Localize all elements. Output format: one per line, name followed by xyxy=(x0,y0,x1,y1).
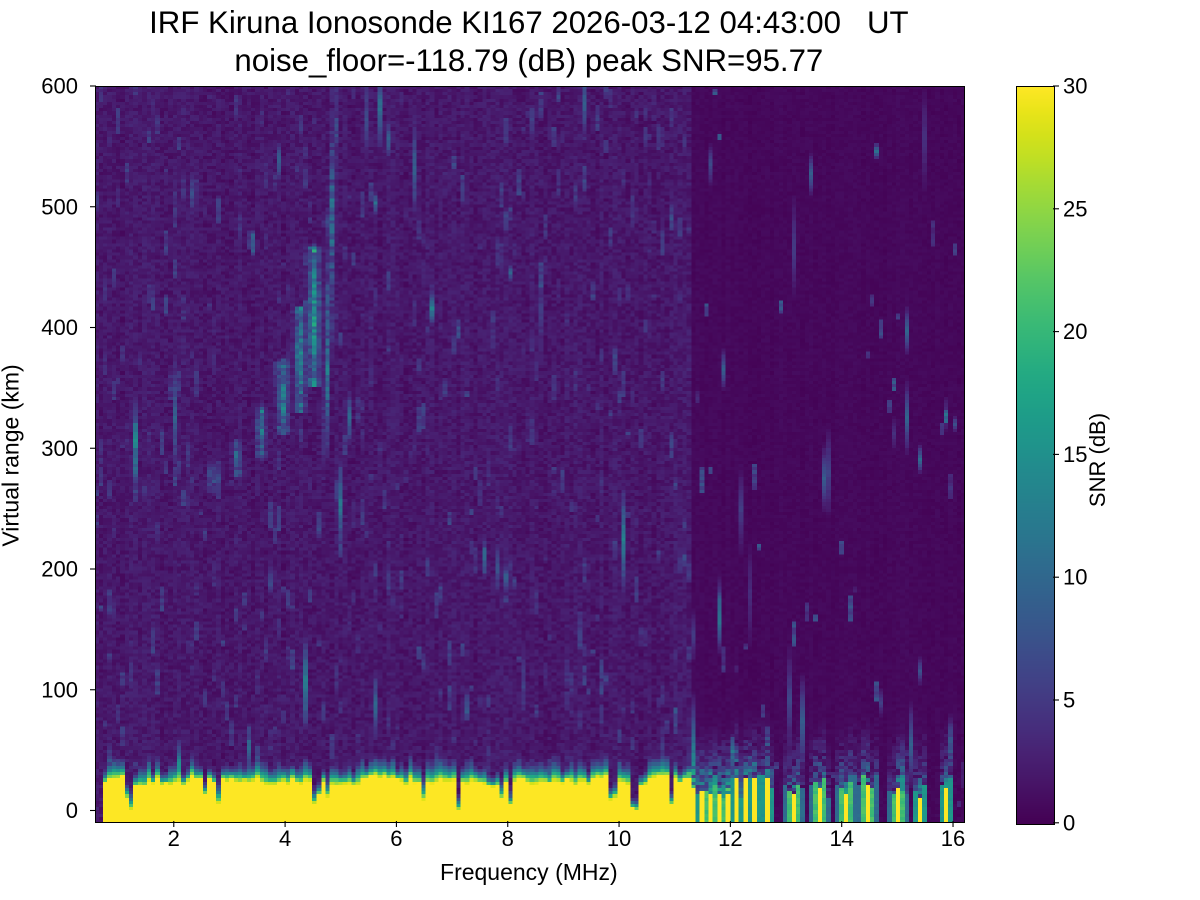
svg-text:15: 15 xyxy=(1063,442,1087,467)
svg-text:30: 30 xyxy=(1063,74,1087,99)
svg-text:500: 500 xyxy=(41,194,78,219)
svg-text:0: 0 xyxy=(1063,810,1075,835)
svg-text:100: 100 xyxy=(41,677,78,702)
svg-text:0: 0 xyxy=(66,798,78,823)
svg-text:10: 10 xyxy=(1063,565,1087,590)
svg-text:20: 20 xyxy=(1063,319,1087,344)
svg-text:200: 200 xyxy=(41,557,78,582)
svg-text:25: 25 xyxy=(1063,196,1087,221)
svg-text:Virtual range (km): Virtual range (km) xyxy=(0,364,24,546)
svg-text:5: 5 xyxy=(1063,688,1075,713)
svg-text:300: 300 xyxy=(41,436,78,461)
svg-text:400: 400 xyxy=(41,315,78,340)
svg-text:600: 600 xyxy=(41,74,78,99)
svg-text:IRF Kiruna Ionosonde KI167 202: IRF Kiruna Ionosonde KI167 2026-03-12 04… xyxy=(149,5,908,40)
svg-text:Frequency (MHz): Frequency (MHz) xyxy=(440,859,618,885)
svg-text:SNR (dB): SNR (dB) xyxy=(1085,413,1110,507)
svg-text:noise_floor=-118.79 (dB) peak: noise_floor=-118.79 (dB) peak SNR=95.77 xyxy=(234,43,823,78)
